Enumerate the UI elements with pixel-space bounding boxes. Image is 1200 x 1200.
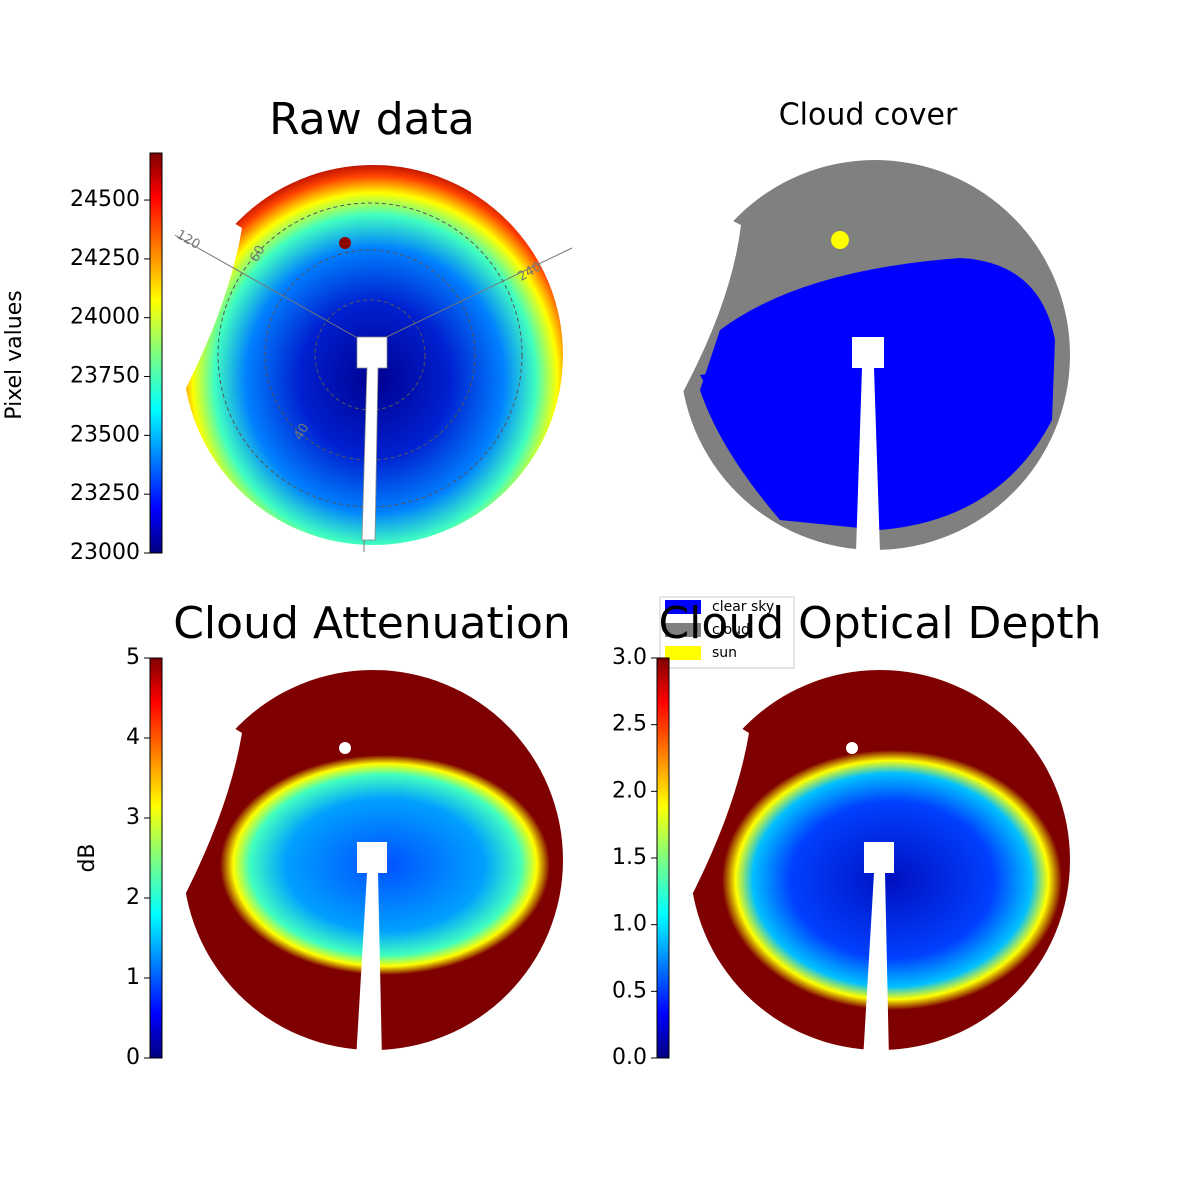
legend-swatch bbox=[665, 600, 701, 614]
cloud-cover-image bbox=[680, 160, 1070, 550]
colorbar-tick-label: 1.5 bbox=[612, 845, 647, 870]
colorbar-tick-label: 24500 bbox=[70, 187, 140, 212]
colorbar-tick-label: 2.5 bbox=[612, 712, 647, 737]
colorbar-label: Pixel values bbox=[2, 290, 27, 419]
legend-label: clear sky bbox=[712, 599, 774, 615]
colorbar-tick-label: 3.0 bbox=[612, 645, 647, 670]
colorbar bbox=[149, 152, 163, 554]
legend-label: cloud bbox=[712, 622, 750, 638]
panel-title: Cloud Attenuation bbox=[173, 598, 571, 649]
colorbar-tick-label: 23000 bbox=[70, 540, 140, 565]
colorbar-tick-label: 23500 bbox=[70, 422, 140, 447]
legend-swatch bbox=[665, 646, 701, 660]
colorbar-tick-label: 24000 bbox=[70, 305, 140, 330]
colorbar-tick-label: 0 bbox=[126, 1045, 140, 1070]
colorbar-tick-label: 3 bbox=[126, 805, 140, 830]
colorbar-tick-label: 23750 bbox=[70, 364, 140, 389]
colorbar-tick-label: 23250 bbox=[70, 481, 140, 506]
colorbar-tick-label: 2.0 bbox=[612, 778, 647, 803]
panel-title: Cloud cover bbox=[779, 98, 958, 133]
colorbar bbox=[656, 657, 670, 1059]
legend-swatch bbox=[665, 623, 701, 637]
colorbar-tick-label: 2 bbox=[126, 885, 140, 910]
colorbar-tick-label: 4 bbox=[126, 725, 140, 750]
colorbar-tick-label: 24250 bbox=[70, 246, 140, 271]
panel-title: Raw data bbox=[269, 94, 475, 145]
polar-label: 40 bbox=[291, 421, 312, 443]
colorbar bbox=[149, 657, 163, 1059]
colorbar-tick-label: 0.0 bbox=[612, 1045, 647, 1070]
legend-label: sun bbox=[712, 645, 737, 661]
colorbar-tick-label: 1.0 bbox=[612, 912, 647, 937]
colorbar-tick-label: 1 bbox=[126, 965, 140, 990]
panel-title: Cloud Optical Depth bbox=[658, 598, 1101, 649]
polar-label: 60 bbox=[247, 243, 268, 265]
colorbar-tick-label: 5 bbox=[126, 645, 140, 670]
colorbar-label: dB bbox=[75, 843, 100, 872]
colorbar-tick-label: 0.5 bbox=[612, 978, 647, 1003]
